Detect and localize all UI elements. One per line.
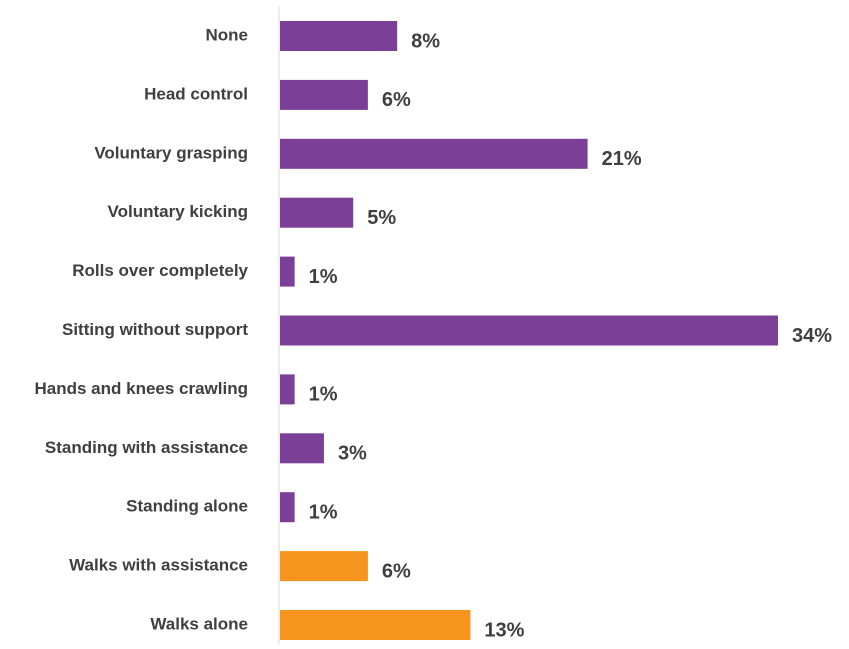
category-label-standing-with-assistance: Standing with assistance [45,438,248,457]
bar-head-control [280,79,368,110]
bar-sitting-without-support [280,315,778,346]
category-label-hands-and-knees-crawling: Hands and knees crawling [34,379,248,398]
value-label-voluntary-kicking: 5% [367,207,396,229]
value-label-hands-and-knees-crawling: 1% [309,384,338,406]
bar-none [280,21,398,51]
bar-voluntary-grasping [280,138,588,169]
bars-group [280,21,778,640]
value-label-sitting-without-support: 34% [792,325,832,347]
bar-rolls-over-completely [280,256,295,287]
bar-hands-and-knees-crawling [280,374,295,405]
category-label-rolls-over-completely: Rolls over completely [72,261,248,280]
category-label-none: None [206,25,249,44]
value-labels-group: 8% 6% 21% 5% 1% 34% 1% 3% 1% 6% 13% [309,30,833,641]
bar-standing-with-assistance [280,433,324,464]
category-label-head-control: Head control [144,84,248,103]
category-label-voluntary-grasping: Voluntary grasping [94,143,248,162]
value-label-voluntary-grasping: 21% [602,148,642,170]
value-label-none: 8% [411,30,440,52]
bar-walks-alone [280,610,471,640]
category-label-voluntary-kicking: Voluntary kicking [108,202,248,221]
value-label-standing-with-assistance: 3% [338,443,367,465]
bar-voluntary-kicking [280,197,354,228]
value-label-rolls-over-completely: 1% [309,266,338,288]
value-label-walks-alone: 13% [484,619,524,641]
category-label-walks-with-assistance: Walks with assistance [69,556,248,575]
category-label-walks-alone: Walks alone [150,614,248,633]
category-label-sitting-without-support: Sitting without support [62,320,248,339]
value-label-walks-with-assistance: 6% [382,560,411,582]
category-label-standing-alone: Standing alone [126,497,248,516]
value-label-head-control: 6% [382,89,411,111]
value-label-standing-alone: 1% [309,501,338,523]
bar-walks-with-assistance [280,551,368,582]
category-labels-group: None Head control Voluntary grasping Volunt… [34,25,248,633]
bar-standing-alone [280,492,295,523]
